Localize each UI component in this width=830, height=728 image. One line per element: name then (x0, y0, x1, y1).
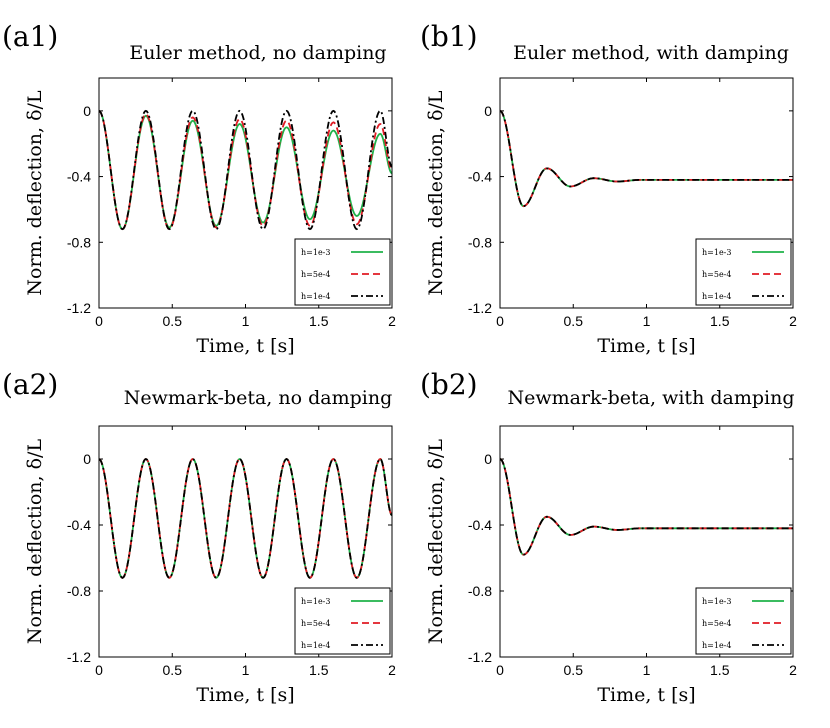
chart-panel: (a1) Euler method, no damping 0 0.5 1 1.5 2 0 -0… (2, 20, 396, 357)
y-tick-label: 0 (484, 451, 492, 467)
y-tick-label: -0.4 (67, 169, 91, 185)
legend-box (294, 587, 391, 655)
x-tick-label: 0 (496, 662, 504, 678)
x-tick-label: 0 (95, 313, 103, 329)
panel-label: (b2) (420, 368, 478, 401)
plot-frame (499, 425, 794, 658)
x-tick-label: 1.5 (710, 313, 730, 329)
x-tick-label: 2 (789, 662, 797, 678)
legend-entry-label: h=5e-4 (301, 270, 330, 279)
panel-label: (a2) (2, 368, 58, 401)
series-line-h=1e-3 (500, 458, 793, 556)
y-tick-label: -0.8 (468, 234, 492, 250)
legend-entry-label: h=1e-4 (301, 292, 330, 301)
y-axis-label: Norm. deflection, δ/L (425, 439, 447, 645)
series-line-h=1e-3 (500, 110, 793, 208)
y-tick-label: -0.4 (67, 517, 91, 533)
chart-title: Newmark-beta, no damping (124, 387, 392, 409)
y-tick-label: -1.2 (67, 300, 91, 316)
legend: h=1e-3 h=5e-4 h=1e-4 (294, 238, 391, 306)
chart-panel: (b1) Euler method, with damping 0 0.5 1 1.5 2 0… (420, 20, 797, 357)
x-axis-label: Time, t [s] (597, 335, 695, 357)
y-tick-label: -0.8 (67, 234, 91, 250)
y-axis-label: Norm. deflection, δ/L (425, 90, 447, 296)
panel-label: (b1) (420, 20, 478, 53)
x-tick-label: 2 (388, 662, 396, 678)
x-tick-label: 2 (388, 313, 396, 329)
x-tick-label: 1.5 (710, 662, 730, 678)
x-tick-label: 2 (789, 313, 797, 329)
legend-entry-label: h=1e-4 (702, 641, 731, 650)
x-tick-label: 0.5 (564, 662, 584, 678)
chart-panel: (b2) Newmark-beta, with damping 0 0.5 1 1.5 2 0… (420, 368, 797, 706)
legend: h=1e-3 h=5e-4 h=1e-4 (294, 587, 391, 655)
legend-entry-label: h=1e-4 (702, 292, 731, 301)
x-tick-label: 0.5 (163, 662, 183, 678)
legend-entry-label: h=1e-4 (301, 641, 330, 650)
legend: h=1e-3 h=5e-4 h=1e-4 (695, 587, 792, 655)
y-tick-label: -0.4 (468, 517, 492, 533)
y-tick-label: -0.8 (468, 583, 492, 599)
legend-entry-label: h=5e-4 (702, 619, 731, 628)
y-tick-label: -0.8 (67, 583, 91, 599)
x-tick-label: 1 (242, 313, 250, 329)
y-tick-label: 0 (83, 103, 91, 119)
series-line-h=1e-4 (99, 109, 392, 231)
series-line-h=5e-4 (99, 110, 392, 231)
legend-box (695, 587, 792, 655)
series-line-h=1e-4 (99, 457, 392, 579)
chart-title: Newmark-beta, with damping (507, 387, 794, 409)
legend: h=1e-3 h=5e-4 h=1e-4 (695, 238, 792, 306)
x-tick-label: 1 (643, 662, 651, 678)
series-line-h=5e-4 (500, 458, 793, 556)
series-line-h=5e-4 (500, 110, 793, 208)
plot-frame (499, 77, 794, 309)
x-tick-label: 0.5 (564, 313, 584, 329)
x-tick-label: 1.5 (309, 313, 329, 329)
x-tick-label: 0 (95, 662, 103, 678)
series-line-h=1e-4 (500, 110, 793, 208)
y-tick-label: -0.4 (468, 169, 492, 185)
x-axis-label: Time, t [s] (196, 684, 294, 706)
y-tick-label: -1.2 (468, 300, 492, 316)
legend-entry-label: h=1e-3 (702, 597, 731, 606)
legend-entry-label: h=1e-3 (301, 248, 330, 257)
x-tick-label: 1.5 (309, 662, 329, 678)
chart-panel: (a2) Newmark-beta, no damping 0 0.5 1 1.5 2 0 -0… (2, 368, 396, 706)
plot-frame (98, 425, 393, 658)
y-axis-label: Norm. deflection, δ/L (24, 439, 46, 645)
legend-box (695, 238, 792, 306)
y-tick-label: 0 (484, 103, 492, 119)
x-tick-label: 1 (643, 313, 651, 329)
legend-entry-label: h=1e-3 (702, 248, 731, 257)
y-tick-label: -1.2 (468, 649, 492, 665)
y-tick-label: 0 (83, 451, 91, 467)
x-tick-label: 0.5 (163, 313, 183, 329)
x-axis-label: Time, t [s] (196, 335, 294, 357)
y-axis-label: Norm. deflection, δ/L (24, 90, 46, 296)
series-line-h=1e-4 (500, 458, 793, 556)
panel-label: (a1) (2, 20, 58, 53)
y-tick-label: -1.2 (67, 649, 91, 665)
x-axis-label: Time, t [s] (597, 684, 695, 706)
legend-box (294, 238, 391, 306)
plot-frame (98, 77, 393, 309)
x-tick-label: 1 (242, 662, 250, 678)
chart-title: Euler method, with damping (513, 42, 789, 64)
legend-entry-label: h=1e-3 (301, 597, 330, 606)
chart-title: Euler method, no damping (129, 42, 386, 64)
legend-entry-label: h=5e-4 (702, 270, 731, 279)
legend-entry-label: h=5e-4 (301, 619, 330, 628)
x-tick-label: 0 (496, 313, 504, 329)
